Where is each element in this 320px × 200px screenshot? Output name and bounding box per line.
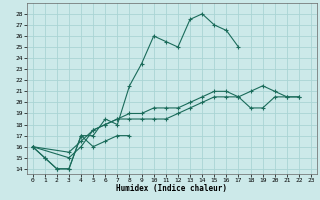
X-axis label: Humidex (Indice chaleur): Humidex (Indice chaleur) bbox=[116, 184, 228, 193]
